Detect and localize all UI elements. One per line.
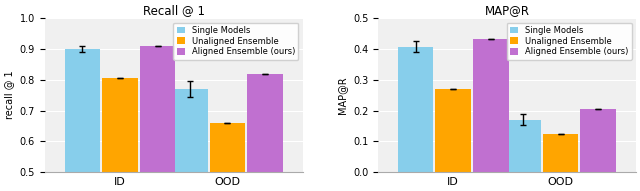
Y-axis label: recall @ 1: recall @ 1 bbox=[4, 71, 14, 119]
Bar bbox=[247, 74, 283, 191]
Legend: Single Models, Unaligned Ensemble, Aligned Ensemble (ours): Single Models, Unaligned Ensemble, Align… bbox=[507, 23, 632, 60]
Y-axis label: MAP@R: MAP@R bbox=[337, 76, 348, 114]
Bar bbox=[473, 39, 509, 172]
Bar bbox=[140, 46, 175, 191]
Bar bbox=[580, 109, 616, 172]
Legend: Single Models, Unaligned Ensemble, Aligned Ensemble (ours): Single Models, Unaligned Ensemble, Align… bbox=[173, 23, 298, 60]
Bar bbox=[505, 120, 541, 172]
Bar bbox=[543, 134, 579, 172]
Bar bbox=[172, 89, 208, 191]
Bar bbox=[435, 89, 471, 172]
Title: Recall @ 1: Recall @ 1 bbox=[143, 4, 205, 17]
Title: MAP@R: MAP@R bbox=[484, 4, 529, 17]
Bar bbox=[102, 78, 138, 191]
Bar bbox=[397, 47, 433, 172]
Bar bbox=[65, 49, 100, 191]
Bar bbox=[209, 123, 245, 191]
